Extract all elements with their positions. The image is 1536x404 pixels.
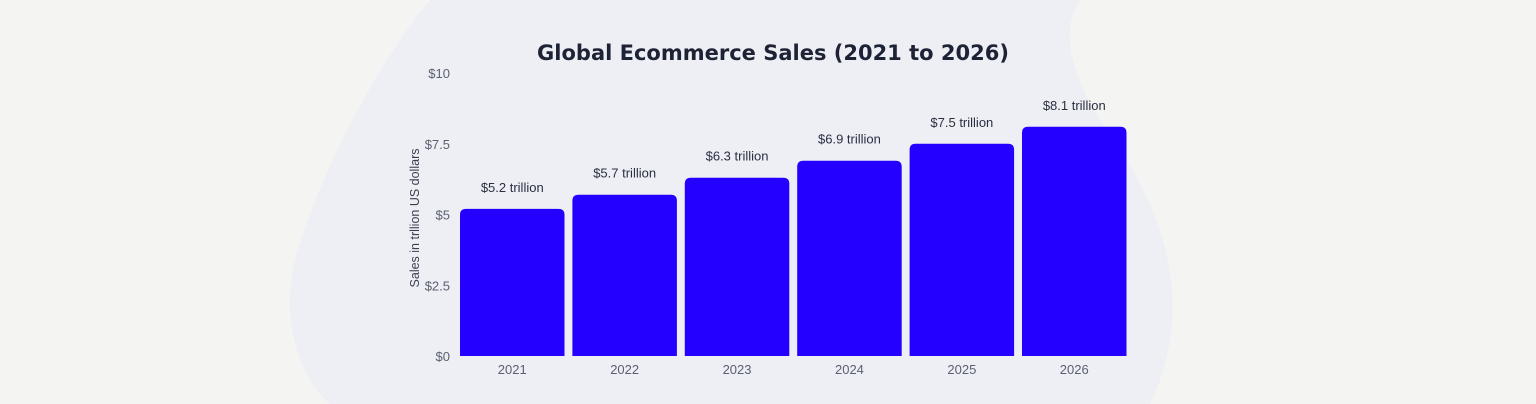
- y-axis-label: Sales in trllion US dollars: [408, 149, 422, 288]
- bar: [684, 177, 790, 356]
- x-tick-label: 2024: [835, 362, 864, 377]
- y-tick-label: $10: [428, 66, 450, 81]
- bar: [909, 143, 1015, 356]
- data-label: $6.9 trillion: [818, 132, 881, 147]
- x-tick-label: 2025: [947, 362, 976, 377]
- data-label: $6.3 trillion: [706, 149, 769, 164]
- bar: [572, 194, 677, 356]
- x-tick-label: 2026: [1060, 362, 1089, 377]
- data-label: $5.7 trillion: [593, 166, 656, 181]
- bar: [797, 160, 902, 356]
- bar: [460, 208, 565, 356]
- y-tick-label: $7.5: [425, 137, 450, 152]
- y-tick-label: $0: [436, 349, 450, 364]
- y-tick-label: $2.5: [425, 278, 450, 293]
- x-tick-label: 2023: [723, 362, 752, 377]
- bar: [1022, 126, 1127, 357]
- chart-title: Global Ecommerce Sales (2021 to 2026): [537, 41, 1009, 65]
- data-label: $8.1 trillion: [1043, 98, 1106, 113]
- x-tick-label: 2021: [498, 362, 527, 377]
- x-tick-label: 2022: [610, 362, 639, 377]
- data-label: $7.5 trillion: [930, 115, 993, 130]
- y-tick-label: $5: [436, 208, 450, 223]
- data-label: $5.2 trillion: [481, 180, 544, 195]
